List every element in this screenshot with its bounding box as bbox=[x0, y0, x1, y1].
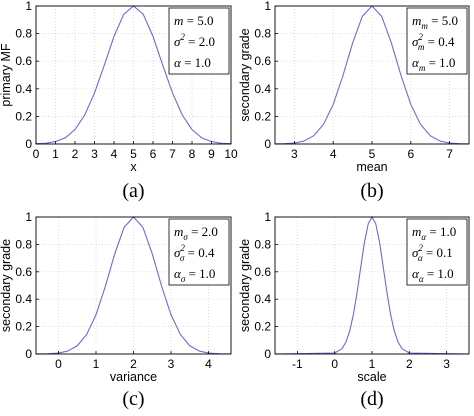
y-tick-label: 0.6 bbox=[254, 54, 271, 68]
y-tick-label: 1 bbox=[25, 0, 32, 13]
x-tick-label: 6 bbox=[150, 147, 157, 161]
chart-panel-2: 3 4 5 6 7 0 0.2 0.4 0.6 0.8 1 mean secondary grade (b… bbox=[238, 0, 470, 202]
panel-label: (a) bbox=[122, 180, 144, 202]
y-tick-label: 0.2 bbox=[254, 320, 271, 334]
x-tick-label: 7 bbox=[446, 147, 453, 161]
legend-entry: mσ = 2.0 bbox=[174, 224, 218, 242]
y-tick-label: 0 bbox=[25, 137, 32, 151]
x-tick-label: 5 bbox=[369, 147, 376, 161]
legend-box bbox=[168, 7, 230, 75]
panel-label: (b) bbox=[360, 180, 383, 202]
y-tick-label: 0.6 bbox=[15, 54, 32, 68]
y-tick-label: 0.8 bbox=[254, 237, 271, 251]
y-tick-label: 1 bbox=[25, 210, 32, 224]
x-tick-label: 4 bbox=[330, 147, 337, 161]
legend-box bbox=[406, 7, 468, 75]
x-tick-label: 4 bbox=[205, 357, 212, 371]
x-axis-label: x bbox=[130, 160, 137, 174]
y-tick-label: 0.4 bbox=[254, 292, 271, 306]
x-tick-label: 0 bbox=[33, 147, 40, 161]
chart-panel-3: 0 1 2 3 4 0 0.2 0.4 0.6 0.8 1 variance secondary gra… bbox=[0, 210, 232, 410]
x-tick-label: 1 bbox=[93, 357, 100, 371]
x-tick-label: 8 bbox=[189, 147, 196, 161]
legend-entry: σ2 σ = 0.4 bbox=[174, 243, 215, 263]
legend-entry: σ2 = 2.0 bbox=[174, 32, 215, 49]
legend-entry: α = 1.0 bbox=[174, 55, 211, 70]
y-tick-label: 1 bbox=[264, 0, 271, 13]
x-axis-label: variance bbox=[110, 370, 157, 384]
legend-entry: σ2 α = 0.1 bbox=[412, 243, 453, 263]
x-tick-label: 2 bbox=[406, 357, 413, 371]
y-tick-label: 0.4 bbox=[254, 82, 271, 96]
y-axis-label: secondary grade bbox=[238, 28, 252, 121]
x-tick-label: 1 bbox=[369, 357, 376, 371]
y-tick-label: 0.4 bbox=[15, 292, 32, 306]
y-tick-label: 0 bbox=[264, 347, 271, 361]
x-tick-label: 6 bbox=[407, 147, 414, 161]
x-tick-label: 0 bbox=[331, 357, 338, 371]
y-tick-label: 0.2 bbox=[254, 109, 271, 123]
y-axis-label: primary MF bbox=[0, 43, 13, 107]
y-tick-label: 0.6 bbox=[254, 265, 271, 279]
x-tick-label: 7 bbox=[169, 147, 176, 161]
y-tick-label: 0 bbox=[25, 347, 32, 361]
y-tick-label: 0.8 bbox=[254, 27, 271, 41]
y-tick-label: 1 bbox=[264, 210, 271, 224]
legend-entry: mα = 1.0 bbox=[412, 224, 456, 242]
y-tick-label: 0.6 bbox=[15, 265, 32, 279]
x-tick-label: 3 bbox=[443, 357, 450, 371]
legend-box bbox=[168, 218, 230, 286]
legend-entry: σ2 m = 0.4 bbox=[412, 32, 455, 52]
y-tick-label: 0.8 bbox=[15, 27, 32, 41]
y-tick-label: 0.8 bbox=[15, 237, 32, 251]
legend-box bbox=[406, 218, 468, 286]
y-tick-label: 0.2 bbox=[15, 109, 32, 123]
legend-entry: mm = 5.0 bbox=[412, 13, 458, 31]
x-axis-label: scale bbox=[357, 370, 386, 384]
y-tick-label: 0 bbox=[264, 137, 271, 151]
x-tick-label: 5 bbox=[130, 147, 137, 161]
x-tick-label: 3 bbox=[291, 147, 298, 161]
legend-entry: ασ = 1.0 bbox=[174, 266, 215, 284]
x-tick-label: 2 bbox=[72, 147, 79, 161]
legend-entry: αα = 1.0 bbox=[412, 266, 454, 284]
legend-entry: m = 5.0 bbox=[174, 13, 213, 28]
y-axis-label: secondary grade bbox=[238, 239, 252, 332]
panel-label: (c) bbox=[122, 388, 144, 410]
x-tick-label: 4 bbox=[111, 147, 118, 161]
x-tick-label: 0 bbox=[55, 357, 62, 371]
y-tick-label: 0.2 bbox=[15, 320, 32, 334]
x-tick-label: 1 bbox=[52, 147, 59, 161]
legend-entry: αm = 1.0 bbox=[412, 55, 455, 73]
x-tick-label: 3 bbox=[91, 147, 98, 161]
x-tick-label: 10 bbox=[224, 147, 238, 161]
panel-label: (d) bbox=[360, 388, 383, 410]
x-axis-label: mean bbox=[356, 160, 387, 174]
x-tick-label: -1 bbox=[292, 357, 303, 371]
x-tick-label: 2 bbox=[130, 357, 137, 371]
y-tick-label: 0.4 bbox=[15, 82, 32, 96]
x-tick-label: 3 bbox=[168, 357, 175, 371]
x-tick-label: 9 bbox=[208, 147, 215, 161]
y-axis-label: secondary grade bbox=[0, 239, 13, 332]
